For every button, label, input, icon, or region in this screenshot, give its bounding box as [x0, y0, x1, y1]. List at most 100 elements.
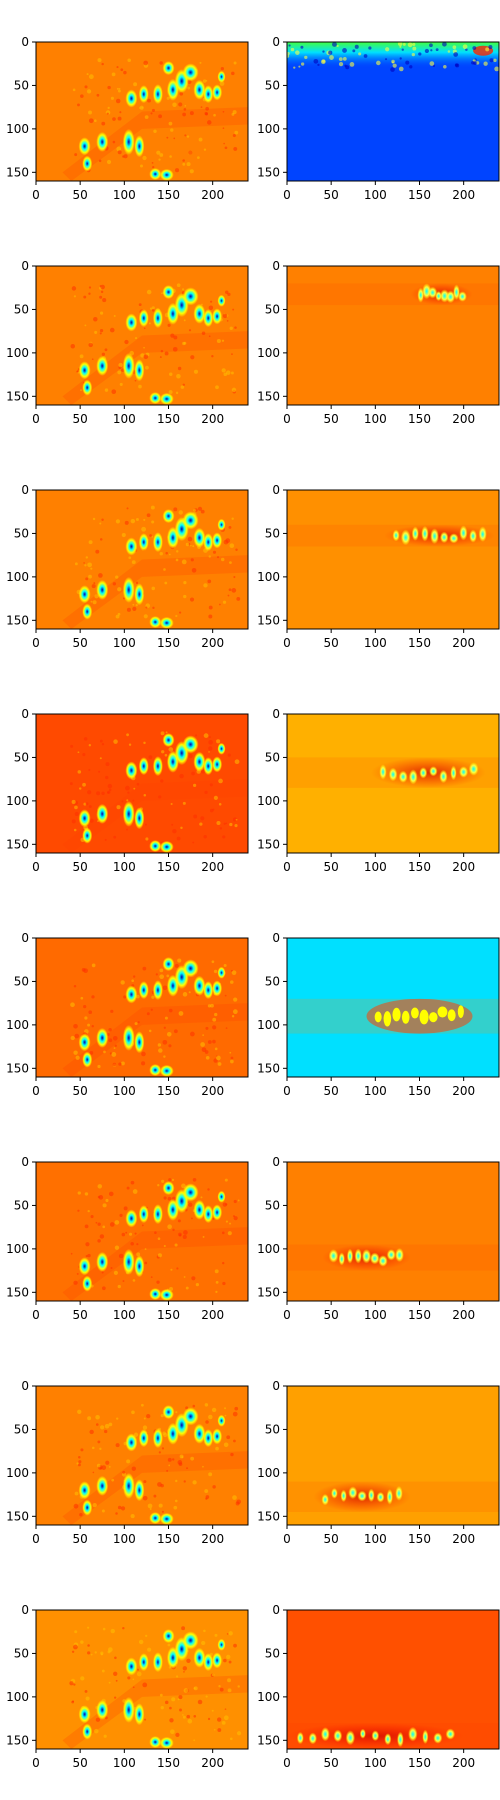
x-tick-label: 200: [452, 1308, 475, 1322]
heatmap-speckle: [113, 314, 116, 317]
heatmap-speckle: [180, 826, 183, 830]
y-tick-label: 50: [265, 974, 280, 988]
x-tick-label: 0: [32, 1756, 40, 1770]
heatmap-hotspot: [203, 757, 214, 776]
heatmap-speckle: [201, 1640, 206, 1646]
heatmap-speckle: [192, 1480, 197, 1485]
heatmap-speckle: [201, 1047, 207, 1053]
heatmap-speckle: [103, 1734, 107, 1738]
heatmap-speckle: [110, 96, 114, 100]
heatmap-speckle: [217, 1717, 222, 1722]
heatmap-speckle: [183, 1688, 189, 1693]
heatmap-speckle: [97, 1184, 103, 1189]
heatmap-speckle: [179, 773, 184, 779]
y-tick-label: 0: [21, 1603, 29, 1617]
x-tick-label: 100: [113, 1308, 136, 1322]
heatmap-speckle: [233, 1199, 237, 1204]
heatmap-hotspot: [122, 128, 135, 155]
heatmap-speckle: [99, 332, 102, 335]
heatmap-background: [36, 1610, 248, 1749]
heatmap-hotspot: [217, 1638, 226, 1651]
heatmap-speckle: [128, 556, 132, 560]
heatmap-speckle: [483, 61, 488, 66]
heatmap-speckle: [104, 838, 107, 841]
heatmap-hotspot: [78, 809, 91, 828]
y-tick-label: 50: [14, 1646, 29, 1660]
heatmap-speckle: [141, 106, 144, 109]
heatmap-speckle: [85, 1696, 90, 1701]
heatmap-speckle: [177, 1219, 181, 1223]
heatmap-speckle: [70, 343, 76, 349]
x-tick-label: 100: [113, 1532, 136, 1546]
y-tick-label: 150: [6, 1509, 29, 1523]
heatmap-speckle: [174, 168, 180, 173]
heatmap-speckle: [77, 1409, 82, 1414]
heatmap-speckle: [220, 557, 225, 562]
heatmap-speckle: [188, 329, 192, 332]
heatmap-speckle: [205, 106, 209, 111]
heatmap-speckle: [158, 1451, 161, 1454]
heatmap-speckle: [182, 1666, 188, 1671]
x-tick-label: 50: [73, 188, 88, 202]
y-tick-label: 150: [6, 1061, 29, 1075]
heatmap-hotspot: [348, 1486, 358, 1500]
heatmap-speckle: [215, 1446, 219, 1451]
heatmap-speckle: [171, 1697, 176, 1702]
x-tick-label: 50: [73, 860, 88, 874]
x-tick-label: 100: [113, 860, 136, 874]
heatmap-speckle: [193, 783, 197, 788]
heatmap-speckle: [115, 614, 120, 619]
heatmap-speckle: [190, 1456, 195, 1461]
heatmap-speckle: [228, 1631, 233, 1636]
heatmap-hotspot: [427, 286, 438, 299]
heatmap-hotspot: [429, 1012, 438, 1023]
heatmap-speckle: [397, 42, 403, 47]
heatmap-speckle: [234, 759, 240, 765]
heatmap-speckle: [185, 542, 190, 547]
heatmap-hotspot: [82, 1275, 93, 1292]
heatmap-speckle: [221, 339, 225, 342]
heatmap-speckle: [223, 1715, 229, 1721]
heatmap-speckle: [150, 1276, 153, 1279]
heatmap-hotspot: [193, 1199, 206, 1220]
x-tick-label: 100: [113, 412, 136, 426]
heatmap-speckle: [228, 588, 232, 592]
left-heatmap-panel-8: 0 50 100 150 200 0 50 100 150: [6, 1603, 249, 1770]
heatmap-hotspot: [367, 1488, 375, 1503]
heatmap-speckle: [172, 102, 177, 107]
heatmap-speckle: [149, 307, 153, 310]
heatmap-speckle: [208, 335, 211, 338]
y-tick-label: 150: [257, 1509, 280, 1523]
heatmap-hotspot: [82, 155, 93, 172]
heatmap-speckle: [99, 739, 103, 743]
heatmap-hotspot: [217, 294, 226, 307]
heatmap-hotspot: [138, 1429, 149, 1448]
heatmap-speckle: [132, 1189, 138, 1194]
heatmap-speckle: [97, 1064, 101, 1069]
heatmap-speckle: [151, 536, 154, 538]
heatmap-speckle: [322, 50, 325, 53]
heatmap-hotspot: [78, 1705, 91, 1724]
y-tick-label: 100: [6, 1242, 29, 1256]
y-tick-label: 0: [272, 707, 280, 721]
axes-frame: [286, 1161, 500, 1302]
heatmap-speckle: [97, 1440, 101, 1444]
heatmap-speckle: [172, 829, 177, 834]
heatmap-speckle: [174, 1499, 178, 1503]
heatmap-speckle: [117, 612, 121, 616]
heatmap-speckle: [222, 835, 226, 839]
heatmap-speckle: [205, 1026, 209, 1030]
heatmap-speckle: [88, 342, 93, 348]
x-tick-label: 50: [324, 412, 339, 426]
heatmap-speckle: [88, 540, 93, 545]
heatmap-speckle: [184, 134, 187, 137]
heatmap-speckle: [88, 74, 94, 80]
x-tick-label: 0: [32, 1084, 40, 1098]
heatmap-speckle: [171, 1178, 175, 1182]
heatmap-speckle: [78, 1460, 82, 1464]
x-tick-label: 150: [157, 1756, 180, 1770]
heatmap-speckle: [144, 115, 149, 119]
heatmap-hotspot: [361, 1249, 372, 1264]
heatmap-speckle: [187, 86, 191, 90]
heatmap-speckle: [222, 600, 227, 604]
